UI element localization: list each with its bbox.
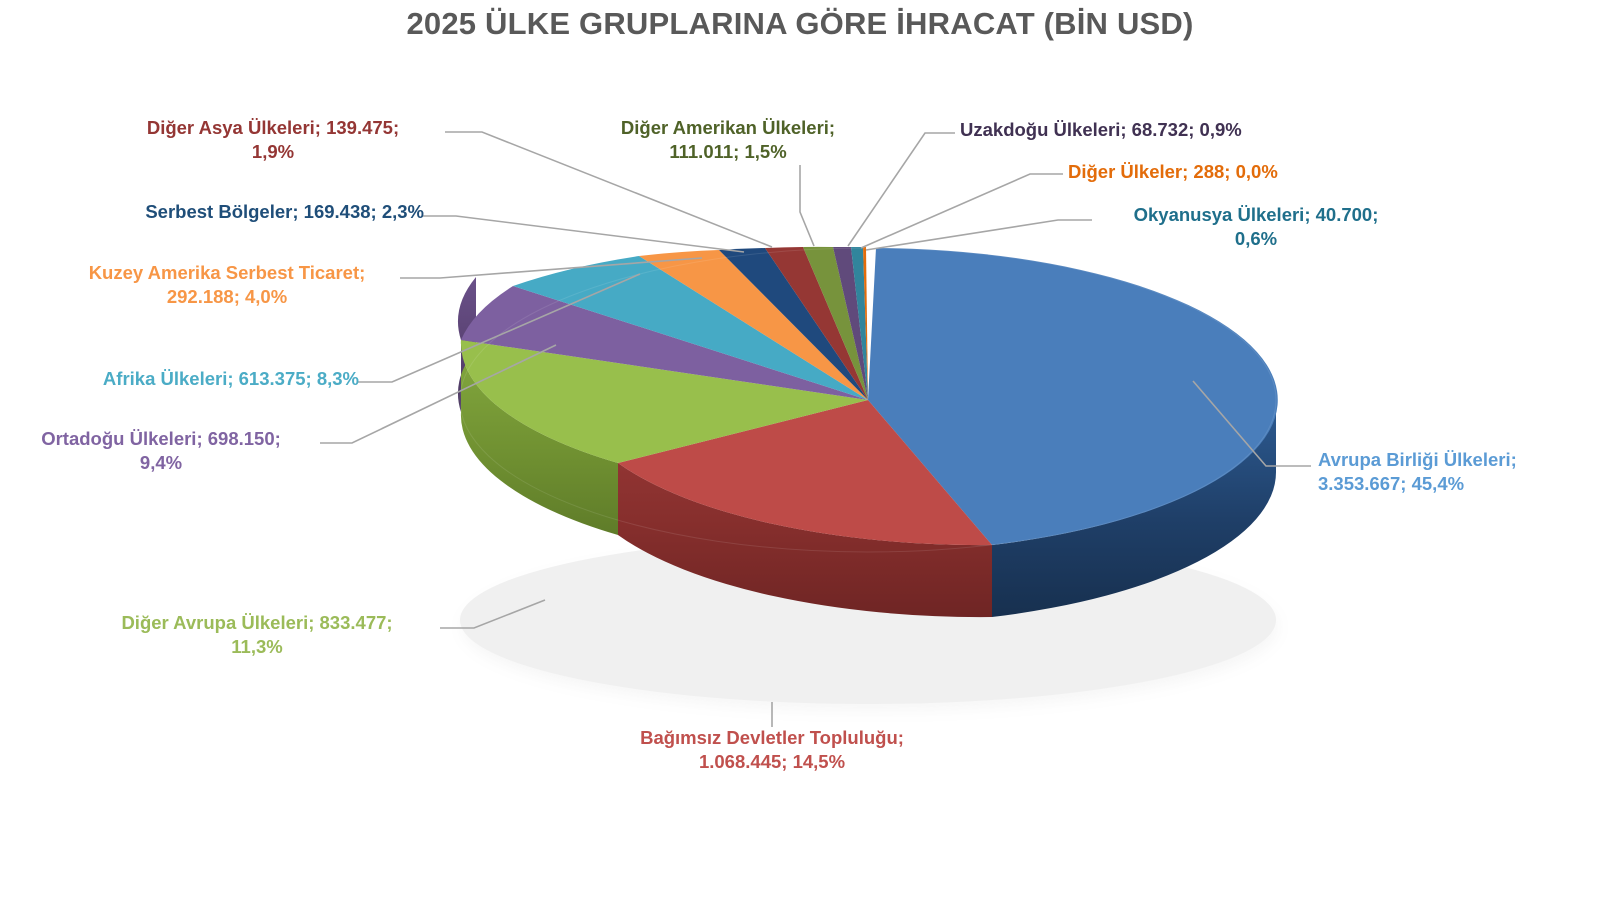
slice-afrika[interactable]	[513, 256, 868, 400]
label-afrika: Afrika Ülkeleri; 613.375; 8,3%	[102, 368, 359, 389]
leader-diger-avrupa	[440, 599, 546, 629]
label-avrupa-birligi: Avrupa Birliği Ülkeleri; 3.353.667; 45,4…	[1318, 449, 1517, 495]
label-bagimsiz-devletler: Bağımsız Devletler Topluluğu; 1.068.445;…	[640, 727, 904, 773]
side-bagimsiz-devletler	[618, 400, 992, 618]
label-diger-ulkeler: Diğer Ülkeler; 288; 0,0%	[1068, 161, 1278, 182]
label-serbest-bolgeler: Serbest Bölgeler; 169.438; 2,3%	[145, 201, 424, 222]
leader-kuzey-amerika	[400, 257, 703, 279]
label-kuzey-amerika: Kuzey Amerika Serbest Ticaret; 292.188; …	[88, 262, 366, 308]
side-diger-avrupa	[460, 340, 868, 535]
leader-afrika	[357, 273, 641, 383]
label-diger-amerikan: Diğer Amerikan Ülkeleri; 111.011; 1,5%	[620, 117, 836, 163]
pie-top-face	[460, 246, 1278, 546]
label-okyanusya: Okyanusya Ülkeleri; 40.700; 0,6%	[1133, 204, 1379, 250]
slice-diger-ulkeler[interactable]	[863, 246, 868, 400]
slice-bagimsiz-devletler[interactable]	[618, 400, 992, 546]
slice-diger-avrupa[interactable]	[460, 340, 868, 463]
pie-3d-sides	[458, 277, 1277, 618]
slice-kuzey-amerika[interactable]	[639, 250, 868, 400]
slice-serbest-bolgeler[interactable]	[719, 248, 868, 400]
label-diger-avrupa: Diğer Avrupa Ülkeleri; 833.477; 11,3%	[121, 612, 393, 658]
slice-ortadogu[interactable]	[461, 286, 868, 400]
pie-rim-highlight	[459, 247, 1277, 553]
leader-okyanusya	[865, 219, 1092, 251]
leader-diger-amerikan	[799, 165, 815, 247]
label-ortadogu: Ortadoğu Ülkeleri; 698.150; 9,4%	[41, 428, 281, 474]
leader-ortadogu	[320, 344, 557, 444]
leader-diger-ulkeler	[860, 173, 1063, 249]
leader-lines	[320, 131, 1311, 727]
side-avrupa-birligi	[868, 400, 1277, 617]
leader-diger-asya	[445, 131, 773, 248]
label-diger-asya: Diğer Asya Ülkeleri; 139.475; 1,9%	[146, 117, 400, 163]
chart-title: 2025 ÜLKE GRUPLARINA GÖRE İHRACAT (BİN U…	[406, 6, 1194, 41]
leader-uzakdogu	[847, 132, 955, 247]
label-uzakdogu: Uzakdoğu Ülkeleri; 68.732; 0,9%	[960, 119, 1242, 140]
slice-diger-amerikan[interactable]	[803, 246, 868, 400]
leader-avrupa-birligi	[1192, 380, 1311, 467]
slice-okyanusya[interactable]	[851, 246, 868, 400]
slice-uzakdogu[interactable]	[833, 246, 868, 400]
slice-avrupa-birligi[interactable]	[868, 248, 1278, 545]
slice-diger-asya[interactable]	[765, 247, 868, 400]
leader-serbest-bolgeler	[422, 215, 745, 253]
